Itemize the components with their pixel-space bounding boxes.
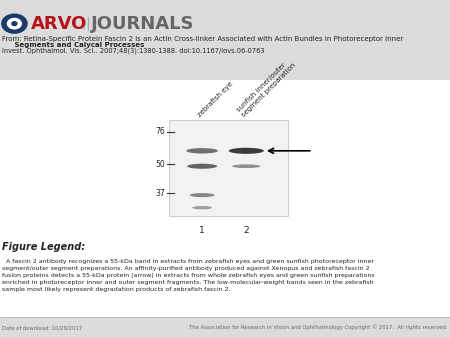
Text: 76: 76	[155, 127, 165, 136]
Text: Figure Legend:: Figure Legend:	[2, 242, 86, 252]
Ellipse shape	[189, 193, 215, 197]
Text: zebrafish eye: zebrafish eye	[197, 81, 234, 118]
Text: Date of download: 10/29/2017: Date of download: 10/29/2017	[2, 325, 82, 330]
Ellipse shape	[229, 148, 264, 154]
Bar	[0, 0, 450, 80]
Text: JOURNALS: JOURNALS	[91, 15, 194, 33]
Circle shape	[2, 14, 27, 33]
Ellipse shape	[186, 148, 218, 153]
Circle shape	[12, 22, 17, 26]
Text: 2: 2	[243, 226, 249, 235]
Text: 1: 1	[199, 226, 205, 235]
Ellipse shape	[192, 206, 212, 209]
Text: sunfish inner/outer
segment preparation: sunfish inner/outer segment preparation	[236, 57, 297, 118]
Bar	[169, 120, 288, 216]
Text: Segments and Calycal Processes: Segments and Calycal Processes	[2, 42, 144, 48]
Text: .: .	[81, 15, 86, 33]
Circle shape	[8, 19, 21, 29]
Text: 50: 50	[155, 160, 165, 169]
Text: The Association for Research in Vision and Ophthalmology Copyright © 2017.  All : The Association for Research in Vision a…	[189, 325, 448, 330]
Text: Invest. Ophthalmol. Vis. Sci.. 2007;48(3):1380-1388. doi:10.1167/iovs.06-0763: Invest. Ophthalmol. Vis. Sci.. 2007;48(3…	[2, 48, 265, 54]
Text: ARVO: ARVO	[31, 15, 87, 33]
Ellipse shape	[232, 164, 261, 168]
Bar	[0, 317, 450, 338]
Text: 37: 37	[155, 189, 165, 198]
Text: A fascin 2 antibody recognizes a 55-kDa band in extracts from zebrafish eyes and: A fascin 2 antibody recognizes a 55-kDa …	[2, 259, 375, 292]
Text: From: Retina-Specific Protein Fascin 2 Is an Actin Cross-linker Associated with : From: Retina-Specific Protein Fascin 2 I…	[2, 36, 404, 42]
Ellipse shape	[187, 164, 217, 169]
